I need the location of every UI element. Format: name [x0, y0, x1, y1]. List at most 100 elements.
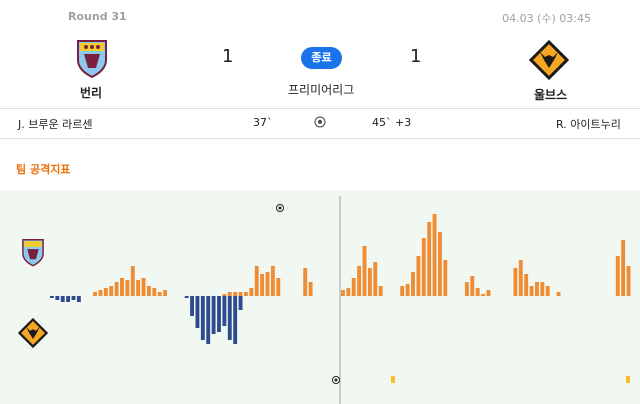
match-datetime: 04.03 (수) 03:45	[502, 12, 591, 25]
home-goal-minute: 37`	[253, 116, 273, 129]
home-attack-bar	[238, 292, 243, 296]
home-attack-bar	[130, 266, 135, 296]
home-attack-bar	[438, 232, 442, 296]
league-name[interactable]: 프리미어리그	[288, 83, 355, 97]
home-attack-bar	[524, 274, 529, 296]
home-attack-bar	[427, 222, 432, 296]
away-attack-bar	[76, 296, 81, 302]
home-attack-bar	[157, 292, 162, 296]
away-score: 1	[410, 46, 422, 67]
wolves-crest-icon	[18, 318, 48, 348]
away-goal-ball-icon	[332, 376, 340, 384]
home-attack-bar	[254, 266, 259, 296]
home-attack-bar	[400, 286, 405, 296]
section-title: 팀 공격지표	[16, 163, 71, 176]
away-attack-bar	[66, 296, 71, 302]
home-attack-bar	[103, 288, 108, 296]
home-attack-bar	[163, 290, 168, 296]
away-attack-bar	[206, 296, 211, 344]
home-attack-bar	[513, 268, 518, 296]
wolves-crest-icon[interactable]	[529, 40, 569, 80]
home-attack-bar	[270, 266, 275, 296]
home-attack-bar	[114, 282, 119, 296]
home-team-name[interactable]: 번리	[80, 86, 103, 100]
away-attack-bar	[55, 296, 60, 300]
home-attack-bar	[545, 286, 550, 296]
match-header: Round 31 04.03 (수) 03:45 번리 1 종료 프리미어리그 …	[0, 0, 640, 108]
away-attack-bar	[71, 296, 76, 300]
home-attack-bar	[233, 292, 238, 296]
divider	[0, 108, 640, 109]
home-attack-bar	[432, 214, 437, 296]
home-attack-bar	[535, 282, 539, 296]
home-attack-bar	[518, 260, 523, 296]
divider	[0, 138, 640, 139]
away-team-name[interactable]: 울브스	[534, 88, 568, 102]
home-attack-bar	[260, 274, 265, 296]
burnley-crest-icon[interactable]	[74, 38, 110, 78]
home-attack-bar	[249, 288, 254, 296]
attack-momentum-svg	[50, 196, 631, 404]
home-attack-bar	[141, 278, 146, 296]
home-attack-bar	[93, 292, 97, 296]
home-attack-bar	[421, 238, 426, 296]
home-attack-bar	[351, 278, 356, 296]
home-attack-bar	[303, 268, 308, 296]
yellow-card-icon	[626, 376, 630, 383]
home-attack-bar	[443, 260, 448, 296]
home-attack-bar	[475, 288, 480, 296]
home-attack-bar	[265, 272, 270, 296]
home-attack-bar	[481, 294, 485, 296]
home-attack-bar	[367, 268, 372, 296]
home-attack-bar	[621, 240, 626, 296]
home-attack-bar	[556, 292, 561, 296]
home-attack-bar	[464, 282, 469, 296]
home-goal-scorer[interactable]: J. 브루운 라르센	[18, 118, 93, 131]
home-attack-bar	[529, 286, 534, 296]
home-attack-bar	[136, 280, 141, 296]
home-score: 1	[222, 46, 234, 67]
attack-momentum-chart	[0, 190, 640, 404]
away-attack-bar	[195, 296, 200, 328]
home-attack-bar	[109, 286, 114, 296]
home-attack-bar	[308, 282, 313, 296]
home-attack-bar	[222, 294, 227, 296]
home-attack-bar	[120, 278, 124, 296]
home-attack-bar	[373, 262, 378, 296]
home-attack-bar	[540, 282, 545, 296]
home-attack-bar	[147, 286, 151, 296]
away-goal-scorer[interactable]: R. 아이트누리	[556, 118, 621, 131]
home-attack-bar	[125, 280, 130, 296]
away-attack-bar	[184, 296, 189, 298]
home-attack-bar	[615, 256, 620, 296]
away-attack-bar	[233, 296, 238, 344]
away-attack-bar	[217, 296, 221, 332]
home-attack-bar	[378, 286, 383, 296]
home-attack-bar	[276, 278, 281, 296]
away-attack-bar	[227, 296, 232, 340]
home-attack-bar	[346, 288, 351, 296]
home-attack-bar	[626, 266, 631, 296]
away-attack-bar	[60, 296, 65, 302]
yellow-card-icon	[391, 376, 395, 383]
away-attack-bar	[238, 296, 243, 310]
match-status-badge: 종료	[301, 47, 342, 69]
home-attack-bar	[227, 292, 232, 296]
goal-scorers-row: J. 브루운 라르센 37` 45` +3 R. 아이트누리	[0, 108, 640, 138]
away-attack-bar	[50, 296, 54, 298]
home-attack-bar	[357, 266, 362, 296]
home-attack-bar	[152, 288, 157, 296]
away-attack-bar	[222, 296, 227, 326]
home-attack-bar	[362, 246, 367, 296]
home-attack-bar	[98, 290, 103, 296]
home-attack-bar	[486, 290, 491, 296]
away-goal-minute: 45` +3	[372, 116, 412, 129]
away-attack-bar	[211, 296, 216, 334]
home-attack-bar	[411, 272, 415, 296]
home-attack-bar	[405, 284, 410, 296]
soccer-ball-icon	[314, 116, 326, 128]
burnley-crest-icon	[22, 239, 44, 267]
away-attack-bar	[200, 296, 205, 340]
home-attack-bar	[416, 256, 421, 296]
home-goal-ball-icon	[276, 204, 284, 212]
